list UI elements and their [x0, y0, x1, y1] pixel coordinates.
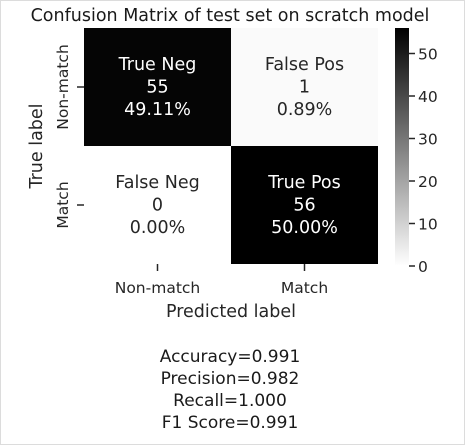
y-tick-label: Match: [54, 181, 72, 228]
heatmap-cell: [84, 146, 231, 264]
accuracy-text: Accuracy=0.991: [159, 347, 301, 367]
f1-score-text: F1 Score=0.991: [161, 413, 299, 433]
cell-label: 0.89%: [277, 100, 333, 120]
precision-text: Precision=0.982: [160, 369, 300, 389]
colorbar-gradient: [395, 28, 409, 266]
colorbar-tick-label: 20: [418, 173, 438, 191]
y-tick-label: Non-match: [54, 44, 72, 130]
y-axis-label: True label: [27, 103, 47, 189]
cell-label: False Pos: [265, 55, 344, 75]
heatmap-cell: [84, 28, 231, 146]
cell-label: 0: [152, 196, 163, 216]
x-tick-label: Match: [281, 279, 328, 297]
chart-title: Confusion Matrix of test set on scratch …: [31, 6, 430, 26]
cell-label: True Pos: [267, 173, 341, 193]
colorbar-tick-label: 30: [418, 131, 438, 149]
colorbar-tick-label: 10: [418, 216, 438, 234]
colorbar-tick-label: 50: [418, 46, 438, 64]
recall-text: Recall=1.000: [173, 391, 287, 411]
x-tick-label: Non-match: [115, 279, 201, 297]
cell-label: True Neg: [118, 55, 197, 75]
cell-label: 1: [299, 78, 310, 98]
colorbar-tick-label: 40: [418, 88, 438, 106]
x-axis-label: Predicted label: [166, 302, 296, 322]
cell-label: 0.00%: [130, 218, 186, 238]
heatmap-cell: [231, 28, 378, 146]
heatmap-cell: [231, 146, 378, 264]
colorbar-tick-label: 0: [418, 258, 428, 276]
colorbar: 0 10 20 30 40 50: [395, 28, 438, 276]
cell-label: False Neg: [115, 173, 199, 193]
cell-label: 49.11%: [124, 100, 191, 120]
cell-label: 50.00%: [271, 218, 338, 238]
cell-label: 56: [293, 196, 315, 216]
cell-label: 55: [146, 78, 168, 98]
